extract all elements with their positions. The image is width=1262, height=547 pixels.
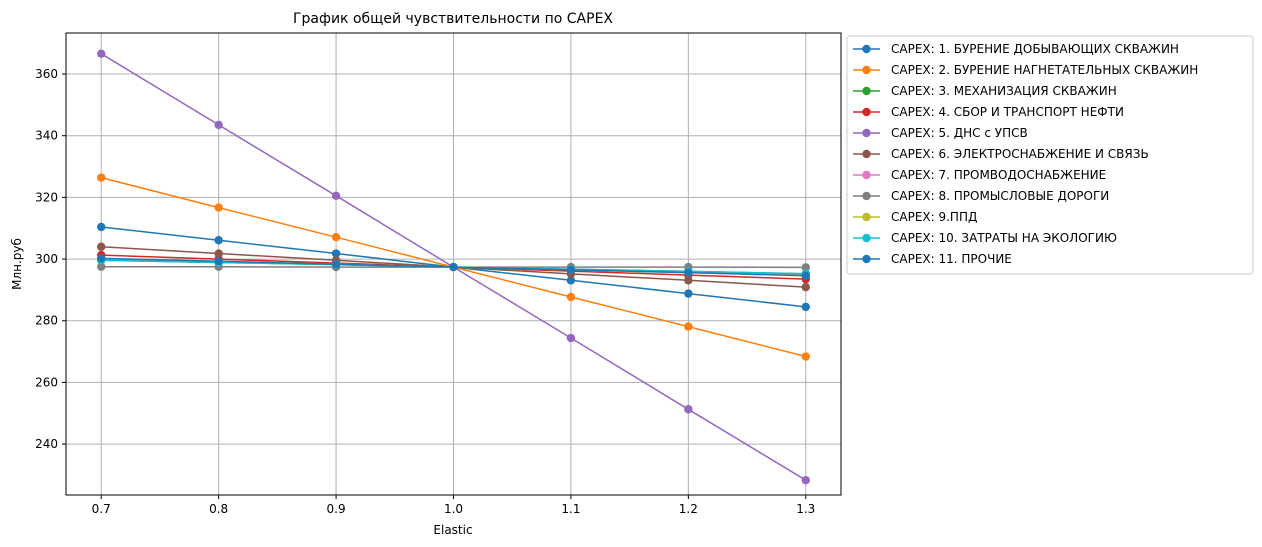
y-tick-label: 300 [35, 252, 58, 266]
data-point [684, 322, 692, 330]
data-point [332, 233, 340, 241]
legend-marker [862, 66, 870, 74]
y-tick-label: 240 [35, 437, 58, 451]
x-tick-label: 1.2 [679, 502, 698, 516]
data-point [332, 192, 340, 200]
data-point [684, 405, 692, 413]
data-point [802, 283, 810, 291]
legend-label: CAPEX: 11. ПРОЧИЕ [891, 252, 1012, 266]
x-tick-label: 0.8 [209, 502, 228, 516]
y-tick-label: 320 [35, 190, 58, 204]
x-axis: 0.7 0.8 0.9 1.0 1.1 1.2 1.3 [92, 495, 816, 516]
legend-label: CAPEX: 4. СБОР И ТРАНСПОРТ НЕФТИ [891, 105, 1124, 119]
data-point [214, 203, 222, 211]
x-axis-label: Elastic [433, 523, 472, 537]
legend-label: CAPEX: 7. ПРОМВОДОСНАБЖЕНИЕ [891, 168, 1106, 182]
legend-marker [862, 45, 870, 53]
legend-item: CAPEX: 7. ПРОМВОДОСНАБЖЕНИЕ [853, 168, 1106, 182]
legend-label: CAPEX: 3. МЕХАНИЗАЦИЯ СКВАЖИН [891, 84, 1117, 98]
y-tick-label: 340 [35, 129, 58, 143]
legend-marker [862, 129, 870, 137]
data-point [802, 303, 810, 311]
data-point [802, 476, 810, 484]
data-point [567, 334, 575, 342]
legend-marker [862, 87, 870, 95]
data-point [684, 268, 692, 276]
x-tick-label: 0.9 [327, 502, 346, 516]
legend-item: CAPEX: 8. ПРОМЫСЛОВЫЕ ДОРОГИ [853, 189, 1109, 203]
legend-marker [862, 234, 870, 242]
data-point [97, 173, 105, 181]
legend-item: CAPEX: 6. ЭЛЕКТРОСНАБЖЕНИЕ И СВЯЗЬ [853, 147, 1149, 161]
data-point [449, 263, 457, 271]
legend: CAPEX: 1. БУРЕНИЕ ДОБЫВАЮЩИХ СКВАЖИН CAPE… [847, 36, 1253, 274]
data-point [802, 272, 810, 280]
data-point [567, 266, 575, 274]
data-point [214, 236, 222, 244]
y-tick-label: 280 [35, 314, 58, 328]
legend-label: CAPEX: 5. ДНС с УПСВ [891, 126, 1028, 140]
legend-item: CAPEX: 4. СБОР И ТРАНСПОРТ НЕФТИ [853, 105, 1124, 119]
legend-item: CAPEX: 1. БУРЕНИЕ ДОБЫВАЮЩИХ СКВАЖИН [853, 42, 1179, 56]
legend-label: CAPEX: 6. ЭЛЕКТРОСНАБЖЕНИЕ И СВЯЗЬ [891, 147, 1149, 161]
legend-label: CAPEX: 9.ППД [891, 210, 977, 224]
data-point [214, 121, 222, 129]
legend-item: CAPEX: 2. БУРЕНИЕ НАГНЕТАТЕЛЬНЫХ СКВАЖИН [853, 63, 1198, 77]
data-point [332, 260, 340, 268]
legend-marker [862, 192, 870, 200]
legend-marker [862, 150, 870, 158]
data-point [214, 257, 222, 265]
x-tick-label: 1.1 [561, 502, 580, 516]
data-point [567, 293, 575, 301]
data-point [684, 276, 692, 284]
data-point [802, 352, 810, 360]
data-point [97, 254, 105, 262]
data-point [684, 289, 692, 297]
y-axis: 240 260 280 300 320 340 360 [35, 67, 66, 451]
legend-label: CAPEX: 2. БУРЕНИЕ НАГНЕТАТЕЛЬНЫХ СКВАЖИН [891, 63, 1198, 77]
y-tick-label: 360 [35, 67, 58, 81]
legend-label: CAPEX: 8. ПРОМЫСЛОВЫЕ ДОРОГИ [891, 189, 1109, 203]
data-point [97, 49, 105, 57]
legend-item: CAPEX: 10. ЗАТРАТЫ НА ЭКОЛОГИЮ [853, 231, 1117, 245]
legend-marker [862, 108, 870, 116]
x-tick-label: 1.3 [796, 502, 815, 516]
y-axis-label: Млн.руб [10, 238, 24, 290]
legend-label: CAPEX: 10. ЗАТРАТЫ НА ЭКОЛОГИЮ [891, 231, 1117, 245]
x-tick-label: 0.7 [92, 502, 111, 516]
data-point [97, 223, 105, 231]
data-point [214, 249, 222, 257]
legend-marker [862, 255, 870, 263]
legend-marker [862, 171, 870, 179]
legend-marker [862, 213, 870, 221]
y-tick-label: 260 [35, 375, 58, 389]
legend-label: CAPEX: 1. БУРЕНИЕ ДОБЫВАЮЩИХ СКВАЖИН [891, 42, 1179, 56]
x-tick-label: 1.0 [444, 502, 463, 516]
data-point [97, 243, 105, 251]
legend-item: CAPEX: 3. МЕХАНИЗАЦИЯ СКВАЖИН [853, 84, 1117, 98]
chart-title: График общей чувствительности по CAPEX [293, 11, 613, 27]
